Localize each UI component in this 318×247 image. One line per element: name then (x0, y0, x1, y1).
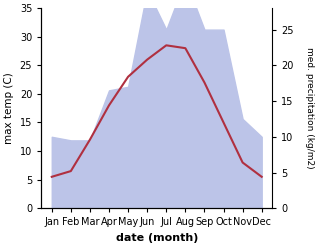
X-axis label: date (month): date (month) (115, 233, 198, 243)
Y-axis label: max temp (C): max temp (C) (4, 72, 14, 144)
Y-axis label: med. precipitation (kg/m2): med. precipitation (kg/m2) (305, 47, 314, 169)
